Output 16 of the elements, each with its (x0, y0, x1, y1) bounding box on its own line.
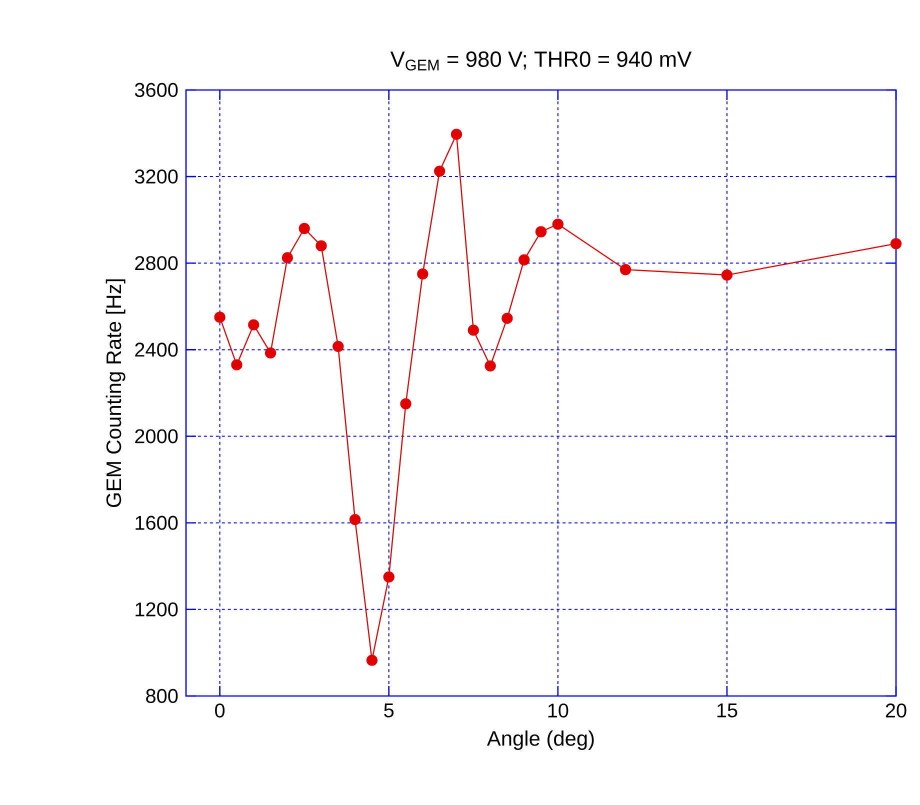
y-tick-label: 2800 (135, 256, 178, 270)
y-tick-label: 800 (146, 688, 178, 704)
x-tick-label: 10 (548, 704, 568, 718)
x-tick-label: 15 (717, 704, 738, 718)
y-tick-label: 3200 (134, 170, 178, 184)
chart-title: V$_{GEM}$ = 980 V; THR0 = 940 mV (390, 51, 692, 70)
y-tick-label: 1200 (136, 602, 178, 616)
y-tick-label: 3600 (134, 82, 178, 98)
x-tick-label: 20 (886, 704, 906, 718)
x-axis-title: Angle (deg) (486, 730, 594, 750)
x-tick-label: 5 (384, 704, 394, 718)
x-tick-label: 0 (215, 704, 225, 718)
y-tick-label: 2400 (135, 342, 178, 357)
y-axis-title: GEM Counting Rate [Hz] (106, 279, 126, 508)
y-tick-label: 1600 (136, 516, 178, 530)
y-tick-label: 2000 (135, 429, 178, 444)
